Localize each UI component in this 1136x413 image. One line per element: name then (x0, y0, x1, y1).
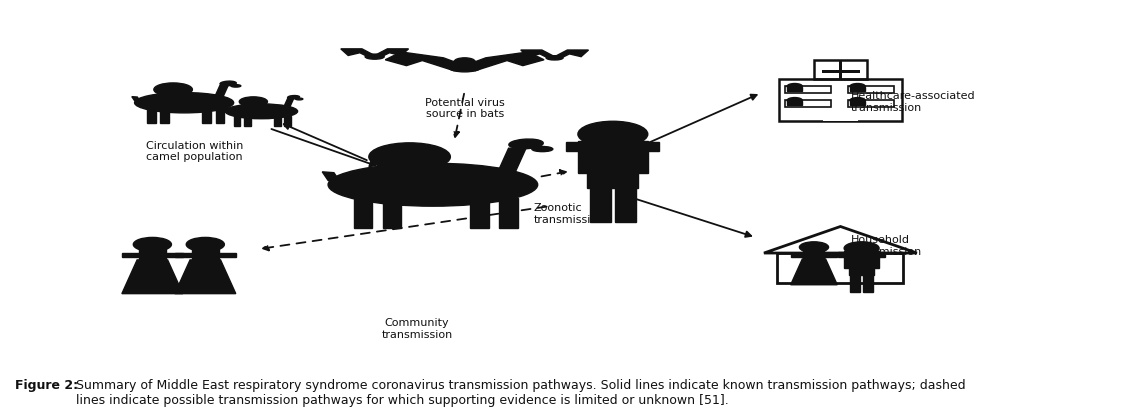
Text: Healthcare-associated
transmission: Healthcare-associated transmission (851, 91, 976, 112)
Bar (838, 252, 885, 257)
Text: Household
transmission: Household transmission (851, 235, 922, 256)
Bar (850, 274, 860, 292)
Ellipse shape (225, 104, 298, 119)
Bar (175, 253, 236, 257)
Polygon shape (132, 97, 140, 102)
Polygon shape (223, 108, 229, 111)
Bar (274, 116, 281, 127)
Ellipse shape (328, 164, 537, 206)
Polygon shape (554, 51, 588, 59)
Polygon shape (791, 259, 837, 285)
Ellipse shape (365, 55, 384, 60)
Circle shape (186, 238, 224, 252)
Bar (849, 267, 875, 275)
Polygon shape (341, 50, 375, 58)
Polygon shape (465, 53, 544, 71)
Bar (192, 246, 219, 260)
Ellipse shape (287, 96, 300, 100)
Ellipse shape (369, 143, 450, 171)
Bar (850, 88, 866, 92)
Bar (590, 186, 610, 223)
Bar (353, 198, 373, 228)
Circle shape (787, 98, 802, 104)
Circle shape (133, 238, 172, 252)
Ellipse shape (546, 57, 563, 61)
Polygon shape (122, 260, 183, 294)
Ellipse shape (153, 84, 192, 97)
Bar (234, 116, 241, 127)
Bar (849, 100, 894, 108)
Ellipse shape (231, 85, 241, 88)
Text: Figure 2:: Figure 2: (15, 378, 82, 391)
Bar (844, 252, 879, 268)
Ellipse shape (532, 147, 553, 152)
Bar (578, 141, 648, 173)
Bar (284, 116, 291, 127)
Bar (160, 109, 169, 124)
Bar (791, 254, 837, 257)
Bar (499, 198, 518, 228)
Text: Zoonotic
transmission: Zoonotic transmission (534, 203, 604, 224)
Bar (616, 186, 636, 223)
Circle shape (454, 59, 475, 66)
Polygon shape (323, 172, 340, 182)
Bar (383, 198, 401, 228)
Circle shape (850, 84, 866, 90)
Circle shape (800, 242, 828, 253)
Text: Community
transmission: Community transmission (382, 318, 452, 339)
Bar (470, 198, 488, 228)
Ellipse shape (134, 93, 234, 114)
Bar (202, 109, 210, 124)
Bar (824, 112, 858, 122)
Bar (147, 109, 156, 124)
Bar (778, 80, 902, 122)
Ellipse shape (240, 97, 267, 107)
Bar (787, 88, 802, 92)
Polygon shape (375, 50, 409, 58)
Bar (785, 86, 830, 94)
Polygon shape (175, 260, 236, 294)
Polygon shape (496, 149, 526, 175)
Polygon shape (520, 51, 554, 59)
Ellipse shape (449, 64, 481, 73)
Bar (803, 249, 825, 259)
Bar (787, 102, 802, 106)
Circle shape (787, 84, 802, 90)
Bar (850, 102, 866, 106)
Circle shape (578, 122, 648, 148)
Circle shape (850, 98, 866, 104)
Bar (244, 116, 251, 127)
Ellipse shape (220, 82, 236, 87)
Bar (566, 142, 659, 152)
Bar (587, 171, 638, 188)
Text: Summary of Middle East respiratory syndrome coronavirus transmission pathways. S: Summary of Middle East respiratory syndr… (76, 378, 966, 406)
Ellipse shape (295, 99, 303, 101)
Bar (813, 61, 867, 80)
Bar (122, 253, 183, 257)
Ellipse shape (509, 140, 543, 150)
Bar (139, 246, 166, 260)
Polygon shape (215, 86, 228, 98)
Bar (777, 254, 903, 283)
Text: Circulation within
camel population: Circulation within camel population (147, 140, 243, 162)
Bar (862, 274, 874, 292)
Bar (216, 109, 224, 124)
Bar (849, 86, 894, 94)
Polygon shape (284, 100, 293, 108)
Polygon shape (385, 53, 465, 71)
Circle shape (844, 242, 879, 255)
Text: Potential virus
source in bats: Potential virus source in bats (425, 97, 504, 119)
Bar (785, 100, 830, 108)
